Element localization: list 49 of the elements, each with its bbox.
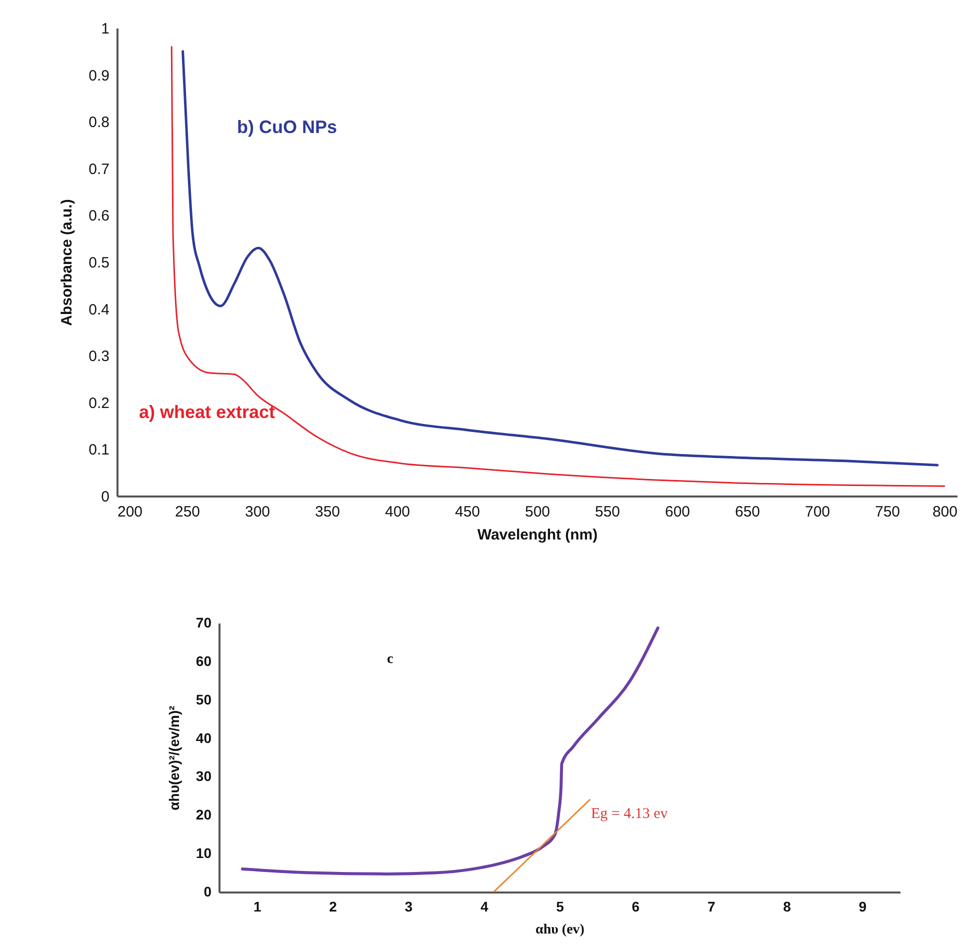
y-tick-label: 20 [196,806,212,823]
y-axis-title: Absorbance (a.u.) [58,199,76,326]
x-tick-label: 550 [594,504,620,520]
y-tick-label: 40 [196,730,212,746]
x-tick-label: 4 [480,898,488,914]
y-tick-label: 10 [196,845,212,862]
x-tick-label: 450 [454,504,480,520]
y-tick-label: 60 [196,652,212,669]
x-axis-title: Wavelenght (nm) [477,526,598,544]
x-tick-label: 800 [932,504,958,520]
x-tick-label: 5 [556,898,564,914]
x-tick-label: 6 [632,898,640,914]
x-tick-label: 700 [804,504,830,520]
x-tick-label: 200 [118,504,143,520]
x-tick-label: 1 [253,898,262,914]
y-tick-label: 0.1 [88,442,110,459]
x-tick-label: 650 [734,504,760,520]
y-tick-label: 70 [196,614,212,630]
y-tick-label: 1 [101,20,110,38]
series-label: a) wheat extract [139,402,276,422]
x-tick-label: 400 [384,504,410,520]
y-tick-label: 0.5 [88,254,110,272]
y-tick-label: 0.7 [88,160,110,178]
y-tick-label: 0 [101,488,110,506]
y-tick-label: 0.4 [88,301,110,318]
x-tick-label: 300 [244,504,270,520]
x-tick-label: 3 [404,898,413,914]
x-tick-label: 600 [664,504,690,520]
x-tick-label: 500 [524,504,550,520]
y-axis-title: αhυ(ev)²/(ev/m)² [166,705,182,810]
y-tick-label: 0.6 [88,208,110,225]
y-tick-label: 50 [196,691,212,708]
x-tick-label: 250 [174,504,200,520]
x-tick-label: 750 [874,504,900,520]
y-tick-label: 0.2 [88,394,110,412]
text: b) CuO NPs [237,117,338,137]
x-tick-label: 350 [314,504,340,520]
y-tick-label: 0 [204,884,212,900]
annotation: c [387,652,394,667]
x-tick-label: 8 [783,898,792,914]
y-tick-label: 0.9 [88,67,110,84]
x-axis-title: αhυ (ev) [536,922,585,938]
x-tick-label: 2 [329,898,338,914]
annotation: Eg = 4.13 ev [591,806,668,822]
x-tick-label: 9 [858,898,867,914]
x-tick-label: 7 [707,898,716,914]
y-tick-label: 0.8 [88,114,110,132]
y-tick-label: 30 [196,768,212,784]
y-tick-label: 0.3 [88,348,110,366]
